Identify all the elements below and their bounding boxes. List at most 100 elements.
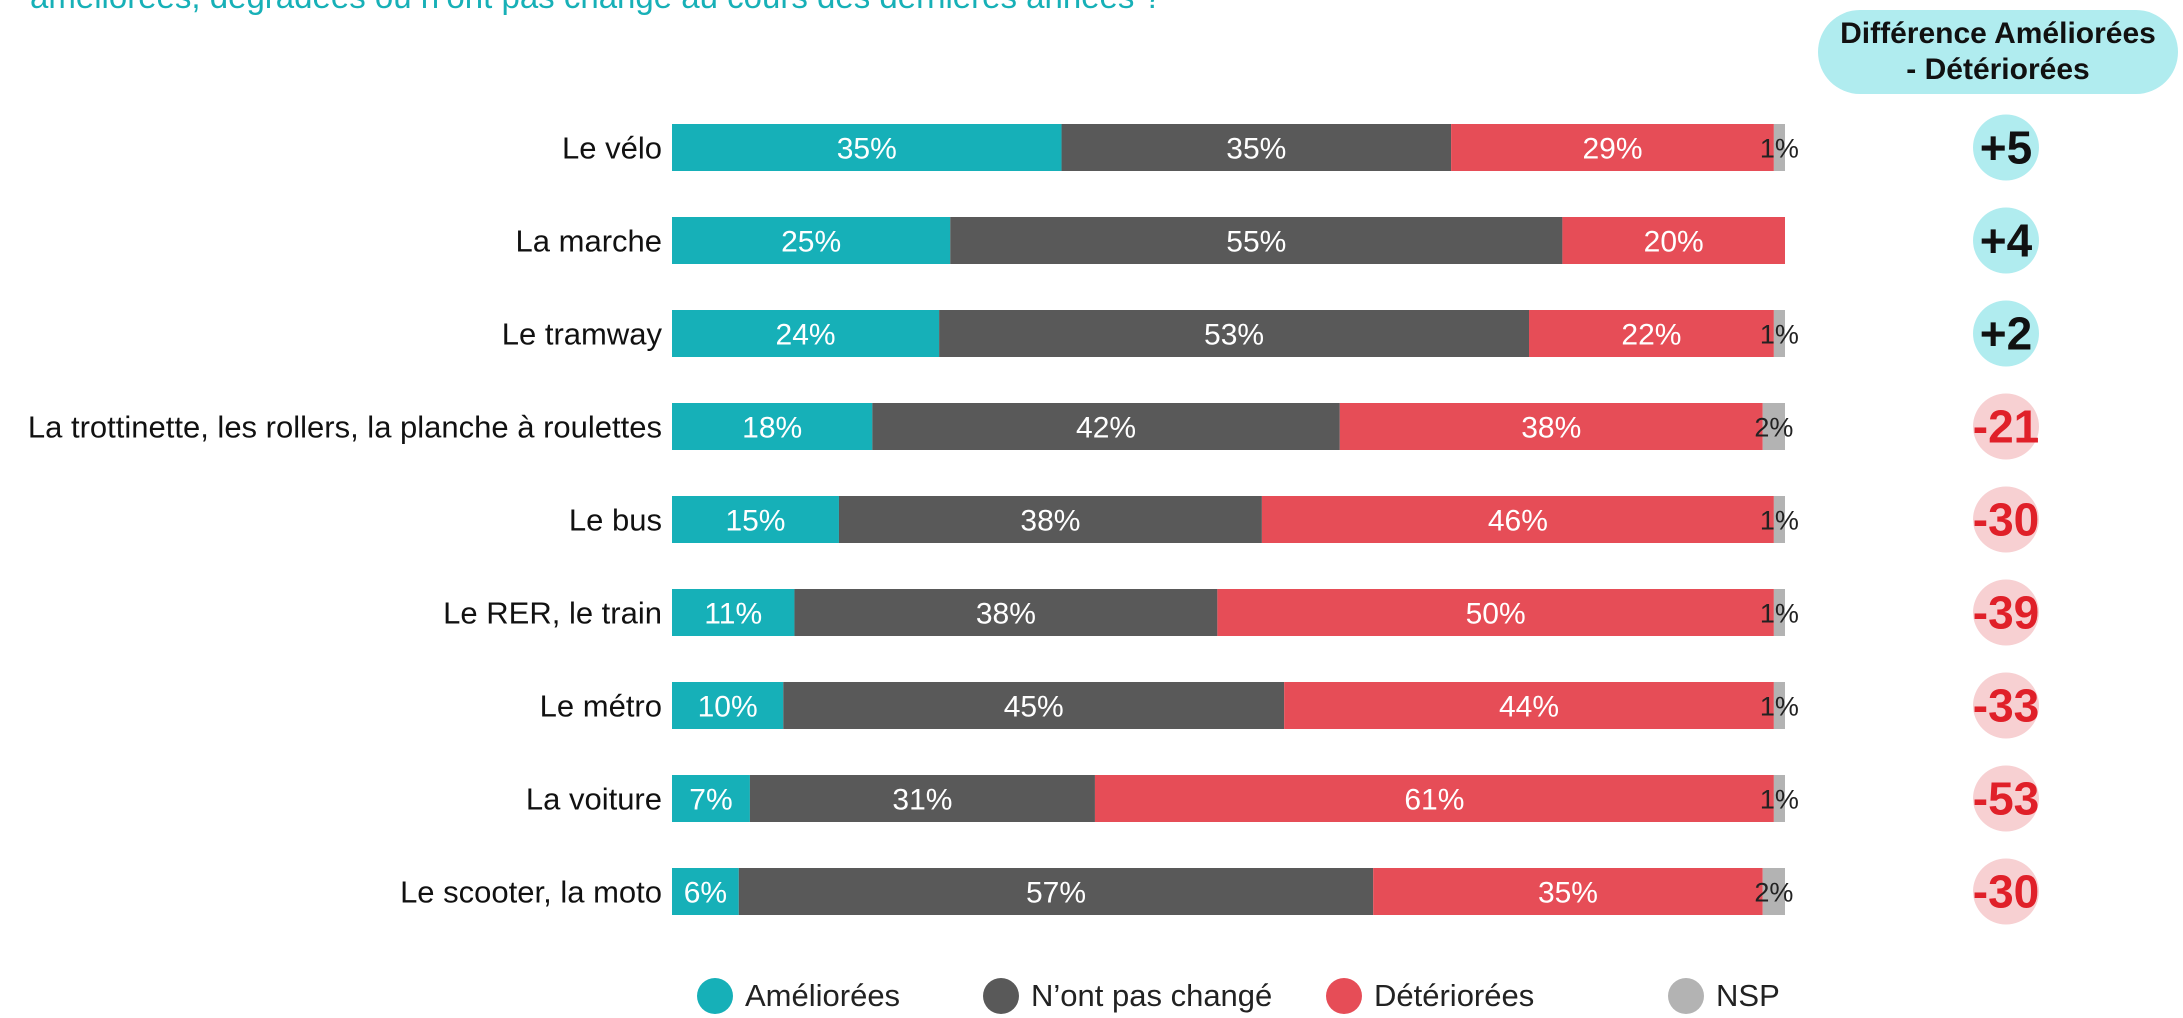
difference-value: -33 (1973, 680, 2039, 732)
data-label-deteriorees: 61% (1404, 784, 1464, 817)
bar-pas-change (1061, 124, 1452, 171)
category-label: Le tramway (502, 317, 663, 352)
data-label-deteriorees: 44% (1499, 691, 1559, 724)
bar-pas-change (872, 403, 1340, 450)
legend-swatch-deteriorees (1326, 978, 1362, 1014)
bar-ameliorees (672, 775, 750, 822)
bar-nsp (1773, 310, 1785, 357)
data-label-deteriorees: 46% (1488, 505, 1548, 538)
legend-swatch-pas-change (983, 978, 1019, 1014)
data-label-ameliorees: 15% (725, 505, 785, 538)
bar-deteriorees (1373, 868, 1763, 915)
bar-pas-change (749, 775, 1095, 822)
difference-badge (1973, 858, 2039, 925)
bar-nsp (1773, 496, 1785, 543)
data-label-ameliorees: 35% (837, 133, 897, 166)
question-text: améliorées, dégradées ou n’ont pas chang… (30, 0, 1162, 16)
data-label-deteriorees: 38% (1521, 412, 1581, 445)
legend-item-ameliorees: Améliorées (697, 978, 900, 1014)
difference-value: +5 (1980, 122, 2032, 174)
bar-deteriorees (1217, 589, 1774, 636)
legend-label-deteriorees: Détériorées (1374, 978, 1535, 1013)
bar-ameliorees (672, 310, 940, 357)
bar-deteriorees (1261, 496, 1774, 543)
data-label-pas-change: 45% (1004, 691, 1064, 724)
bar-nsp (1762, 403, 1785, 450)
data-label-nsp: 1% (1760, 506, 1799, 536)
data-label-ameliorees: 6% (684, 877, 727, 910)
difference-value: +4 (1980, 215, 2033, 267)
data-label-ameliorees: 18% (742, 412, 802, 445)
bar-deteriorees (1529, 310, 1774, 357)
difference-value: +2 (1980, 308, 2032, 360)
data-label-deteriorees: 35% (1538, 877, 1598, 910)
bar-deteriorees (1284, 682, 1774, 729)
bar-pas-change (838, 496, 1262, 543)
bar-pas-change (738, 868, 1374, 915)
bar-pas-change (794, 589, 1218, 636)
difference-value: -53 (1973, 773, 2039, 825)
data-label-pas-change: 53% (1204, 319, 1264, 352)
difference-header-line1: Différence Améliorées (1840, 17, 2156, 50)
difference-badge (1973, 393, 2039, 460)
data-label-nsp: 2% (1754, 413, 1793, 443)
data-label-pas-change: 42% (1076, 412, 1136, 445)
data-label-ameliorees: 25% (781, 226, 841, 259)
bar-deteriorees (1451, 124, 1774, 171)
bar-ameliorees (672, 217, 951, 264)
chart-legend: Améliorées N’ont pas changé Détériorées … (0, 978, 2183, 1018)
legend-item-pas-change: N’ont pas changé (983, 978, 1272, 1014)
data-label-ameliorees: 7% (689, 784, 732, 817)
difference-badge (1973, 579, 2039, 646)
bar-nsp (1773, 682, 1785, 729)
bar-nsp (1773, 775, 1785, 822)
difference-header: Différence Améliorées - Détériorées (1818, 10, 2178, 94)
bar-pas-change (783, 682, 1285, 729)
data-label-nsp: 2% (1754, 878, 1793, 908)
difference-value: -30 (1973, 494, 2039, 546)
legend-item-deteriorees: Détériorées (1326, 978, 1534, 1014)
data-label-pas-change: 38% (976, 598, 1036, 631)
difference-badge (1973, 486, 2039, 553)
difference-badge (1973, 207, 2039, 274)
difference-badge (1973, 672, 2039, 739)
stacked-bar-chart: Le vélo 35% 35% 29% 1% +5 La marche 25% 55% 20% +4… (28, 114, 2039, 925)
bar-nsp (1762, 868, 1785, 915)
bar-deteriorees (1339, 403, 1763, 450)
category-label: Le bus (569, 503, 662, 538)
data-label-deteriorees: 29% (1582, 133, 1642, 166)
data-label-nsp: 1% (1760, 320, 1799, 350)
data-label-deteriorees: 50% (1466, 598, 1526, 631)
legend-label-pas-change: N’ont pas changé (1031, 978, 1273, 1013)
category-label: Le métro (540, 689, 662, 724)
data-label-ameliorees: 24% (776, 319, 836, 352)
bar-ameliorees (672, 589, 795, 636)
legend-swatch-nsp (1668, 978, 1704, 1014)
difference-badge (1973, 114, 2039, 181)
bar-nsp (1773, 124, 1785, 171)
bar-deteriorees (1562, 217, 1785, 264)
data-label-pas-change: 55% (1226, 226, 1286, 259)
legend-item-nsp: NSP (1668, 978, 1780, 1014)
data-label-nsp: 1% (1760, 599, 1799, 629)
data-label-nsp: 1% (1760, 692, 1799, 722)
category-label: La marche (516, 224, 662, 259)
bar-ameliorees (672, 403, 873, 450)
difference-value: -30 (1973, 866, 2039, 918)
data-label-pas-change: 31% (892, 784, 952, 817)
difference-value: -39 (1973, 587, 2039, 639)
difference-badge (1973, 765, 2039, 832)
bar-ameliorees (672, 868, 739, 915)
data-label-pas-change: 35% (1226, 133, 1286, 166)
data-label-ameliorees: 11% (704, 598, 762, 631)
bar-nsp (1773, 589, 1785, 636)
data-label-deteriorees: 20% (1644, 226, 1704, 259)
category-label: Le vélo (562, 131, 662, 166)
legend-label-ameliorees: Améliorées (745, 978, 901, 1013)
data-label-ameliorees: 10% (698, 691, 758, 724)
bar-ameliorees (672, 682, 784, 729)
data-label-pas-change: 57% (1026, 877, 1086, 910)
data-label-deteriorees: 22% (1621, 319, 1681, 352)
data-label-pas-change: 38% (1020, 505, 1080, 538)
category-label: Le RER, le train (443, 596, 662, 631)
